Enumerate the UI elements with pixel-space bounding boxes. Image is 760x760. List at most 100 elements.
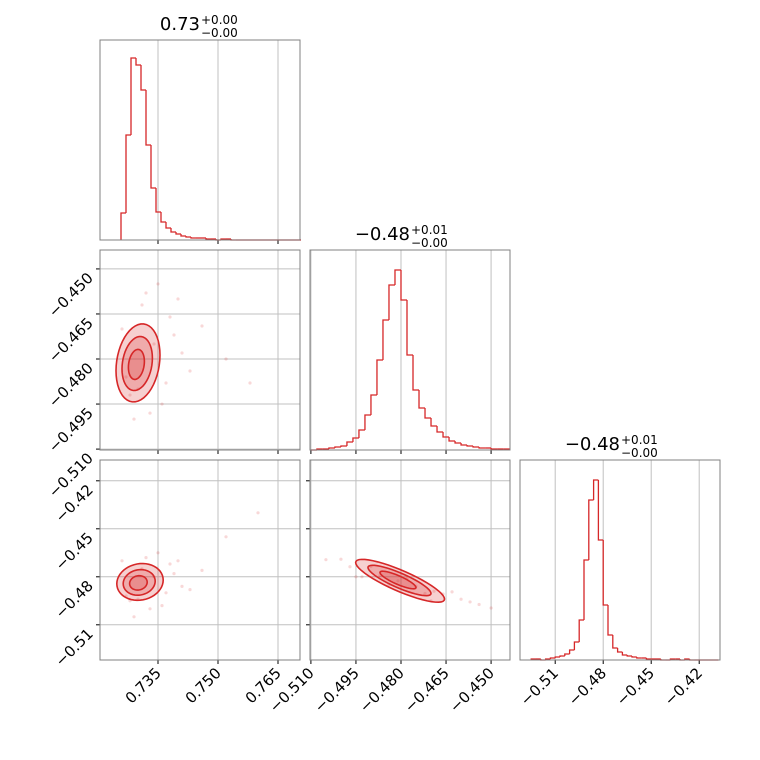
histogram-step <box>364 414 371 430</box>
histogram-step <box>460 443 468 446</box>
y-tick-label: −0.48 <box>52 577 97 622</box>
panel-frame <box>309 249 511 451</box>
sample-point <box>354 575 358 579</box>
sample-point <box>168 562 172 566</box>
title-upper: +0.01 <box>621 433 658 447</box>
histogram-step <box>205 238 211 240</box>
title-upper: +0.01 <box>411 223 448 237</box>
sample-point <box>348 565 352 569</box>
histogram-step <box>180 234 186 237</box>
histogram-step <box>466 445 474 447</box>
histogram-step <box>340 445 347 447</box>
histogram-step <box>612 635 618 649</box>
x-tick-label: −0.465 <box>401 664 453 716</box>
sample-point <box>148 411 152 415</box>
histogram-step <box>376 359 383 395</box>
sample-point <box>256 511 260 515</box>
title-value: −0.48 <box>355 224 410 245</box>
histogram-step <box>573 641 580 650</box>
histogram-step <box>430 418 438 427</box>
sample-point <box>140 303 144 307</box>
histogram-step <box>120 212 126 240</box>
sample-point <box>168 315 172 319</box>
panel-frame <box>309 459 511 661</box>
sample-point <box>144 556 148 560</box>
panel-frame <box>99 39 301 241</box>
histogram-step <box>554 656 560 658</box>
histogram-step <box>490 448 498 450</box>
y-tick-label: −0.51 <box>52 625 97 670</box>
density-contour <box>121 335 154 392</box>
x-tick-label: −0.48 <box>565 664 610 709</box>
histogram-step <box>472 446 480 448</box>
histogram-step <box>175 232 181 235</box>
sample-point <box>248 381 252 385</box>
histogram-step <box>424 408 432 419</box>
x-tick-label: 0.750 <box>182 664 225 707</box>
title-lower: −0.00 <box>201 26 238 40</box>
histogram-step <box>602 540 608 606</box>
histogram-step <box>568 649 575 654</box>
sample-point <box>144 291 148 295</box>
histogram-step <box>412 355 420 391</box>
histogram-step <box>616 648 623 653</box>
histogram-step <box>626 655 632 657</box>
histogram-step <box>631 656 637 658</box>
sample-point <box>164 381 168 385</box>
sample-point <box>432 589 436 593</box>
sample-point <box>423 591 427 596</box>
sample-point <box>156 282 160 286</box>
x-tick-label: −0.480 <box>356 664 408 716</box>
histogram-step <box>592 479 599 500</box>
histogram-step <box>454 441 462 444</box>
histogram-step <box>448 437 456 442</box>
histogram-step <box>578 619 584 642</box>
sample-point <box>156 551 160 555</box>
histogram-step <box>130 57 136 135</box>
histogram-step <box>436 426 444 433</box>
histogram-step <box>583 559 589 620</box>
histogram-step <box>370 394 377 415</box>
sample-point <box>180 351 184 355</box>
x-tick-label: −0.495 <box>311 664 363 716</box>
histogram-step <box>549 657 556 659</box>
density-contour <box>379 570 417 590</box>
y-tick-label: −0.495 <box>45 404 97 456</box>
sample-point <box>120 559 124 563</box>
histogram-step <box>185 236 191 238</box>
histogram-step <box>328 447 335 449</box>
sample-point <box>128 393 132 397</box>
sample-point <box>459 597 463 601</box>
y-tick-label: −0.465 <box>45 314 97 366</box>
histogram-step <box>394 269 401 285</box>
histogram-step <box>382 319 389 360</box>
title-lower: −0.00 <box>621 446 658 460</box>
sample-point <box>477 602 481 607</box>
sample-point <box>200 324 204 328</box>
sample-point <box>132 615 136 619</box>
x-tick-label: −0.51 <box>517 664 562 709</box>
panel-frame <box>519 459 721 661</box>
sample-point <box>176 559 180 563</box>
title-value: 0.73 <box>160 14 200 35</box>
title-lower: −0.00 <box>411 236 448 250</box>
y-tick-label: −0.45 <box>52 529 97 574</box>
title-upper: +0.00 <box>201 13 238 27</box>
histogram-step <box>140 65 146 91</box>
histogram-step <box>636 657 642 659</box>
histogram-step <box>334 446 341 448</box>
sample-point <box>324 558 328 562</box>
histogram-step <box>165 222 171 229</box>
histogram-step <box>478 447 486 449</box>
y-tick-label: −0.480 <box>45 359 97 411</box>
sample-point <box>172 572 176 576</box>
sample-point <box>172 333 176 337</box>
y-tick-label: −0.450 <box>45 269 97 321</box>
histogram-step <box>190 237 196 239</box>
histogram-step <box>418 390 426 409</box>
x-tick-label: 0.735 <box>122 664 165 707</box>
sample-point <box>396 579 400 583</box>
histogram-step <box>400 270 407 301</box>
x-tick-label: −0.45 <box>613 664 658 709</box>
